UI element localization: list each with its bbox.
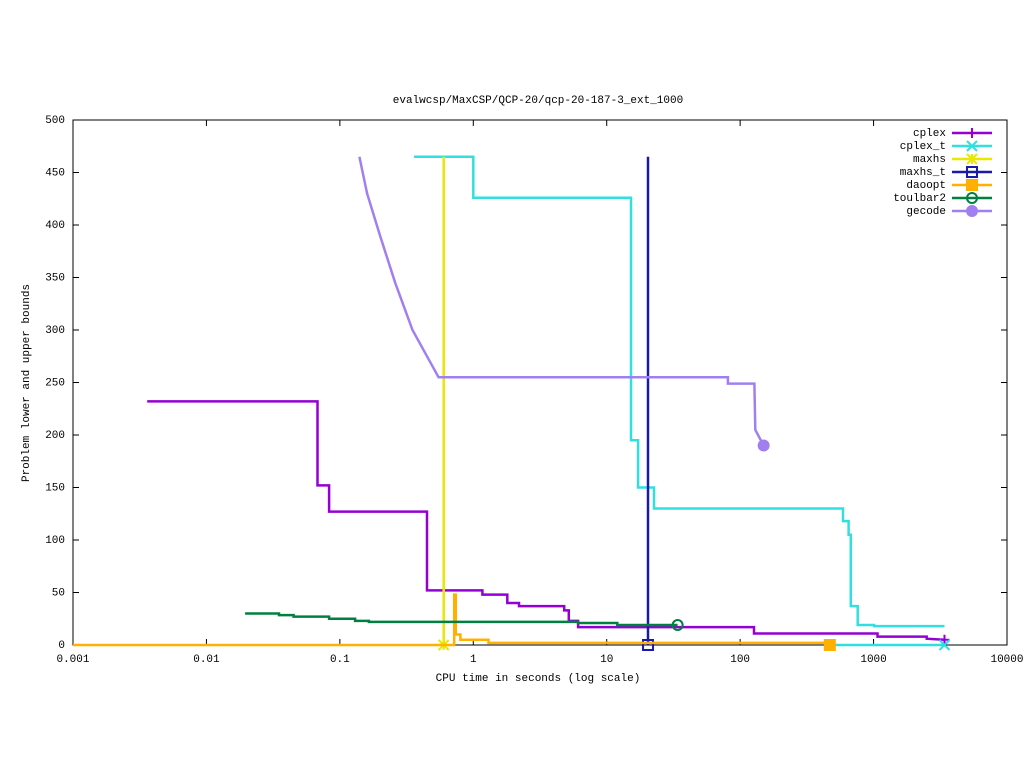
legend-label: daoopt	[906, 180, 946, 192]
marker-stroke	[966, 153, 978, 165]
x-tick-label: 0.001	[56, 654, 89, 666]
series-line	[73, 593, 832, 647]
y-tick-label: 350	[45, 272, 65, 284]
marker	[757, 439, 770, 452]
x-axis-label: CPU time in seconds (log scale)	[436, 673, 641, 685]
marker	[966, 140, 978, 152]
marker	[642, 639, 655, 651]
y-tick-label: 50	[52, 587, 65, 599]
marker-shape	[642, 639, 655, 651]
marker	[966, 205, 978, 217]
x-tick-label: 1	[470, 654, 477, 666]
marker-shape	[823, 639, 836, 651]
marker-stroke	[966, 140, 978, 152]
y-tick-label: 300	[45, 325, 65, 337]
y-tick-label: 400	[45, 220, 65, 232]
y-tick-label: 150	[45, 482, 65, 494]
x-tick-label: 0.01	[193, 654, 220, 666]
series-line	[414, 155, 945, 628]
series-line	[147, 400, 945, 642]
marker-shape	[966, 179, 978, 191]
marker	[967, 128, 977, 138]
y-tick-label: 200	[45, 430, 65, 442]
series-line	[358, 156, 765, 447]
legend-label: maxhs	[913, 154, 946, 166]
y-tick-label: 100	[45, 535, 65, 547]
marker	[671, 619, 684, 632]
marker-stroke	[938, 639, 951, 651]
marker-shape	[671, 619, 684, 632]
y-tick-label: 450	[45, 167, 65, 179]
x-tick-label: 10	[600, 654, 613, 666]
y-tick-label: 500	[45, 115, 65, 127]
series-line	[245, 612, 678, 627]
x-tick-label: 1000	[860, 654, 886, 666]
marker	[939, 634, 950, 645]
marker	[938, 639, 951, 651]
marker-shape	[966, 192, 978, 204]
legend-label: cplex_t	[900, 141, 946, 153]
marker-shape	[757, 439, 770, 452]
legend-label: toulbar2	[893, 193, 946, 205]
marker	[823, 639, 836, 651]
y-axis-label: Problem lower and upper bounds	[21, 284, 33, 482]
chart-title: evalwcsp/MaxCSP/QCP-20/qcp-20-187-3_ext_…	[393, 95, 683, 107]
marker	[966, 153, 978, 165]
x-tick-label: 10000	[990, 654, 1023, 666]
x-tick-label: 100	[730, 654, 750, 666]
y-tick-label: 250	[45, 377, 65, 389]
marker	[966, 192, 978, 204]
marker	[966, 166, 978, 178]
legend-label: maxhs_t	[900, 167, 946, 179]
legend-label: gecode	[906, 206, 946, 218]
y-tick-label: 0	[58, 640, 65, 652]
legend-label: cplex	[913, 128, 946, 140]
marker	[966, 179, 978, 191]
marker-shape	[966, 166, 978, 178]
x-tick-label: 0.1	[330, 654, 350, 666]
marker-shape	[966, 205, 978, 217]
